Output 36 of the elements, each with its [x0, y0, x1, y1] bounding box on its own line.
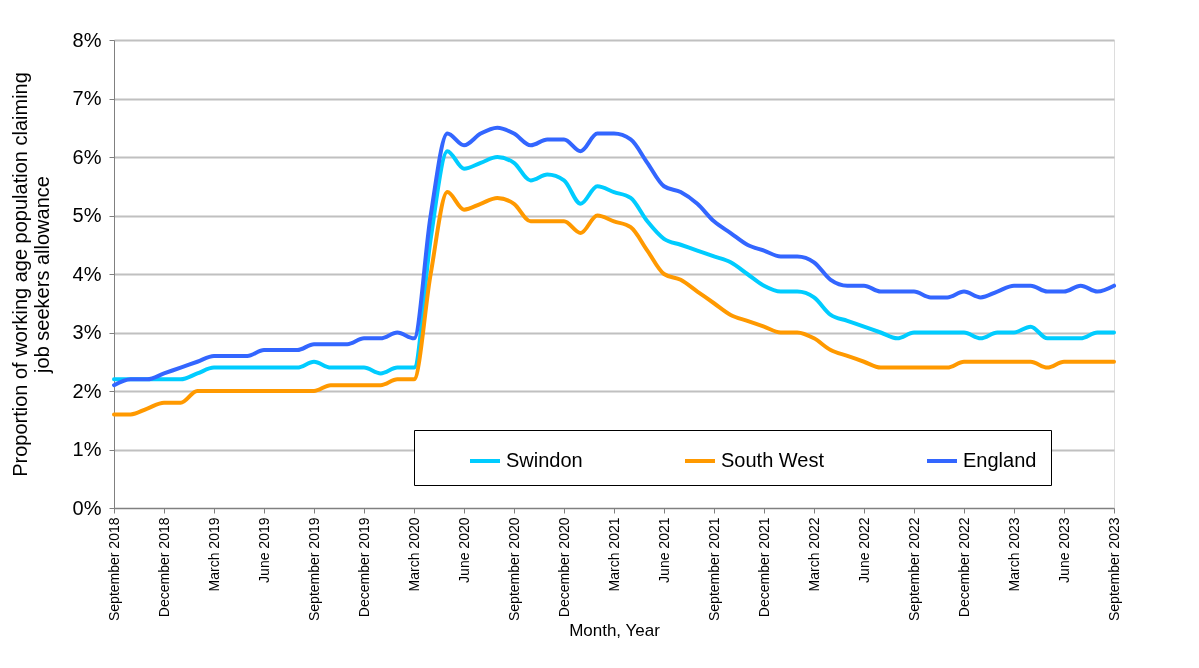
y-tick-label: 2% — [72, 379, 102, 402]
x-tick-label: September 2021 — [705, 517, 722, 622]
y-tick-label: 5% — [72, 204, 102, 226]
x-tick-label: September 2020 — [505, 517, 522, 622]
legend-label: Swindon — [506, 449, 583, 471]
x-tick-label: December 2020 — [555, 517, 572, 618]
y-tick-label: 0% — [72, 496, 102, 519]
x-tick-label: March 2019 — [205, 517, 222, 592]
x-tick-label: March 2022 — [805, 517, 822, 592]
y-tick-label: 1% — [72, 438, 102, 460]
legend-label: England — [963, 449, 1037, 471]
x-tick-label: March 2021 — [605, 517, 622, 592]
legend-label: South West — [721, 449, 825, 471]
y-tick-label: 6% — [72, 145, 102, 168]
x-tick-label: December 2018 — [155, 517, 172, 618]
x-axis-title: Month, Year — [569, 621, 661, 641]
x-tick-label: March 2023 — [1005, 517, 1022, 592]
y-tick-label: 7% — [72, 87, 102, 109]
x-tick-label: September 2019 — [305, 517, 322, 622]
y-axis-title: Proportion of working age population claiming job seekers allowance — [8, 72, 53, 477]
x-tick-label: March 2020 — [405, 517, 422, 592]
x-tick-label: December 2019 — [355, 517, 372, 618]
y-tick-label: 3% — [72, 321, 102, 343]
x-tick-label: September 2022 — [905, 517, 922, 622]
x-tick-label: June 2023 — [1055, 517, 1072, 583]
x-tick-label: September 2018 — [105, 517, 122, 622]
x-tick-label: December 2022 — [955, 517, 972, 618]
x-tick-label: September 2023 — [1105, 517, 1122, 622]
x-tick-label: June 2020 — [455, 517, 472, 583]
x-tick-label: June 2019 — [255, 517, 272, 583]
y-tick-label: 8% — [72, 28, 102, 51]
y-tick-label: 4% — [72, 262, 102, 285]
x-tick-label: June 2021 — [655, 517, 672, 583]
x-tick-label: June 2022 — [855, 517, 872, 583]
x-tick-label: December 2021 — [755, 517, 772, 618]
line-series — [112, 190, 1116, 417]
